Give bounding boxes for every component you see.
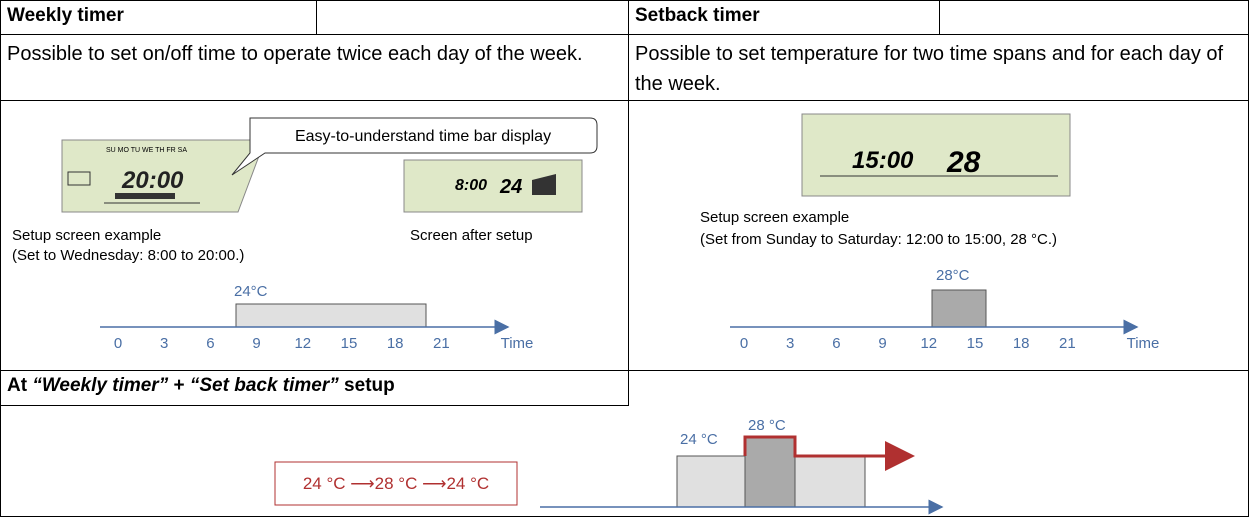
lcd-time: 8:00 [455, 177, 487, 194]
tick-label: 9 [878, 335, 886, 352]
caption: Screen after setup [410, 227, 533, 244]
tick-label: 6 [206, 335, 214, 352]
tick-label: 21 [1059, 335, 1076, 352]
tick-label: 3 [160, 335, 168, 352]
bar-label: 28 °C [748, 417, 786, 434]
tick-label: 18 [1013, 335, 1030, 352]
tick-label: 12 [294, 335, 311, 352]
bar-label: 24 °C [680, 431, 718, 448]
bar [236, 304, 426, 327]
axis-label: Time [501, 335, 534, 352]
tick-label: 3 [786, 335, 794, 352]
tick-label: 6 [832, 335, 840, 352]
callout-text: Easy-to-understand time bar display [295, 128, 551, 145]
tick-label: 0 [740, 335, 748, 352]
caption: Setup screen example [700, 209, 849, 226]
lcd-temp: 24 [499, 176, 522, 198]
bar-label: 24°C [234, 283, 268, 300]
lcd-bar [115, 193, 175, 199]
bar [932, 290, 986, 327]
axis-label: Time [1127, 335, 1160, 352]
diagram: SU MO TU WE TH FR SA 20:00 Easy-to-under… [0, 0, 1249, 517]
tick-label: 15 [341, 335, 358, 352]
lcd-time: 15:00 [852, 147, 914, 174]
sequence: 24 °C ⟶28 °C ⟶24 °C [303, 474, 489, 493]
lcd-days: SU MO TU WE TH FR SA [106, 147, 187, 154]
tick-label: 21 [433, 335, 450, 352]
tick-label: 12 [920, 335, 937, 352]
page: Weekly timer Setback timer Possible to s… [0, 0, 1249, 517]
tick-label: 9 [252, 335, 260, 352]
lcd-time: 20:00 [121, 167, 184, 194]
caption: (Set to Wednesday: 8:00 to 20:00.) [12, 247, 244, 264]
tick-label: 0 [114, 335, 122, 352]
tick-label: 15 [967, 335, 984, 352]
caption: (Set from Sunday to Saturday: 12:00 to 1… [700, 231, 1057, 248]
bar-label: 28°C [936, 267, 970, 284]
lcd [802, 114, 1070, 196]
tick-label: 18 [387, 335, 404, 352]
lcd-temp: 28 [946, 146, 981, 179]
caption: Setup screen example [12, 227, 161, 244]
bar [745, 437, 795, 507]
